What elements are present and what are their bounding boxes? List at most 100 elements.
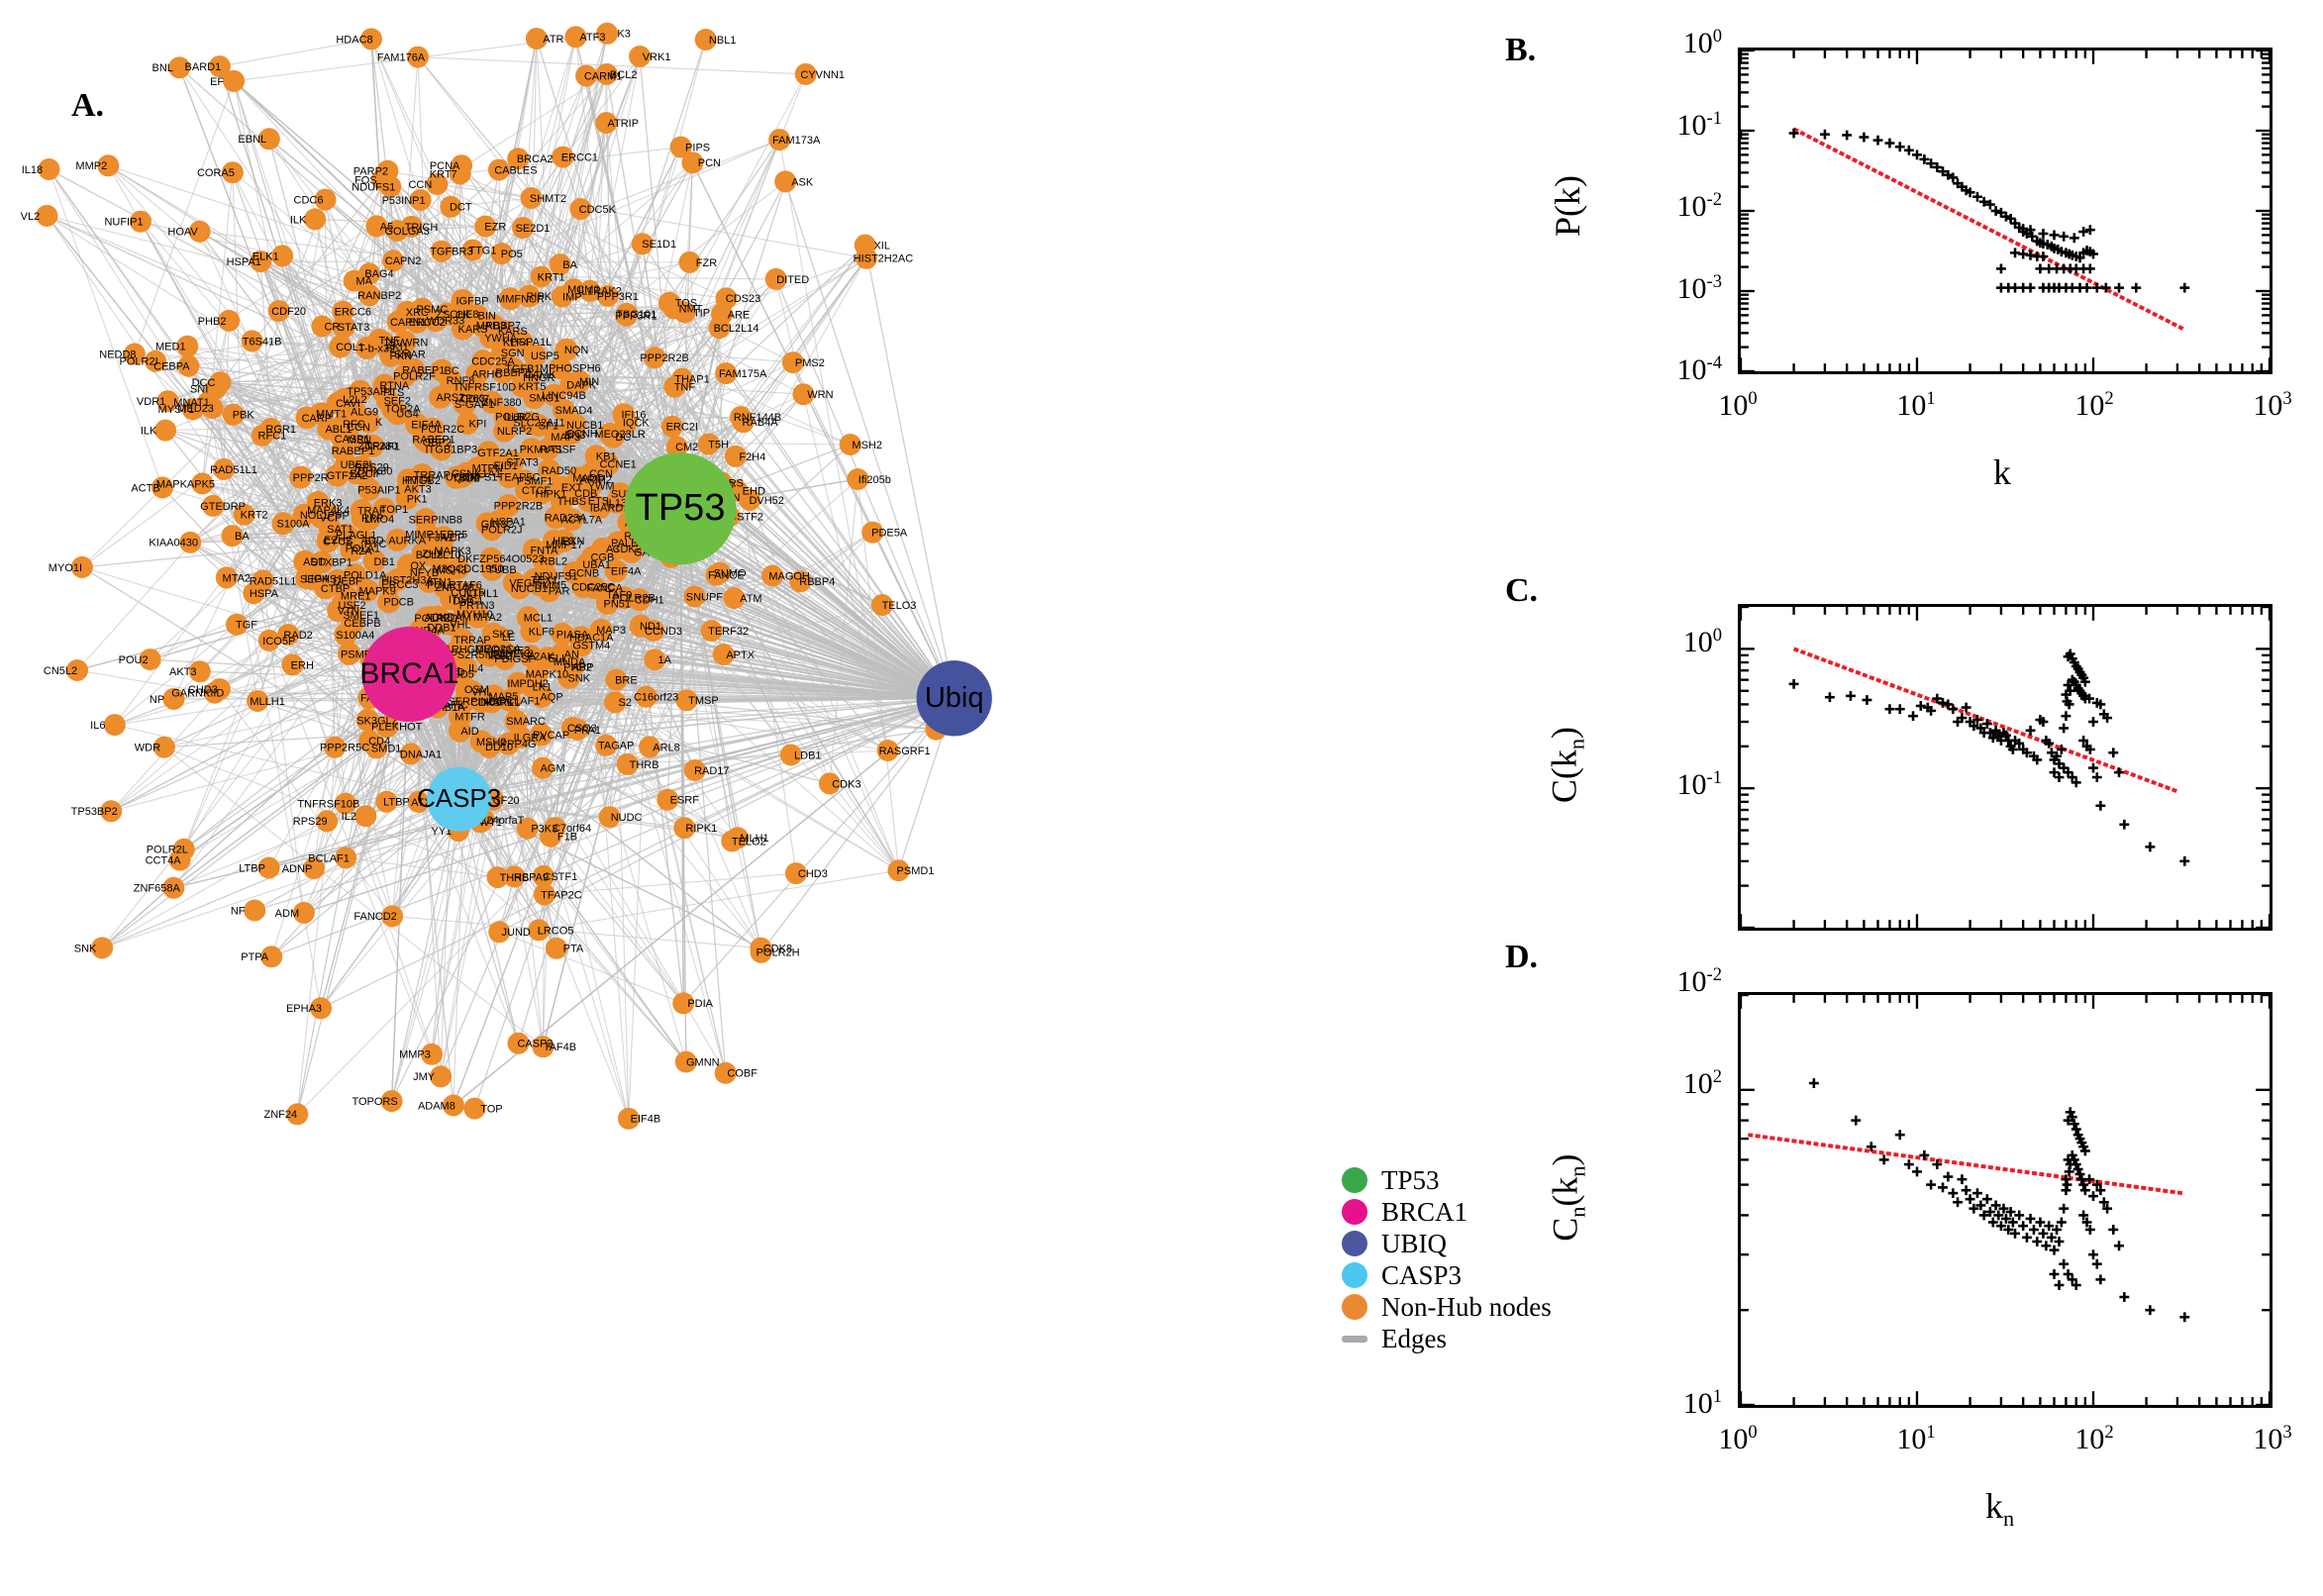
network-node[interactable] — [221, 525, 244, 548]
network-node[interactable] — [532, 756, 555, 779]
network-node[interactable] — [469, 730, 493, 753]
network-node[interactable] — [97, 154, 120, 177]
network-node[interactable] — [510, 330, 533, 353]
network-node[interactable] — [465, 456, 489, 480]
network-node[interactable] — [432, 526, 455, 549]
network-node[interactable] — [525, 28, 548, 50]
network-node[interactable] — [260, 946, 283, 968]
network-node[interactable] — [598, 422, 622, 446]
network-node[interactable] — [724, 445, 747, 467]
network-node[interactable] — [350, 499, 373, 523]
network-node[interactable] — [530, 685, 554, 708]
network-node[interactable] — [480, 390, 504, 414]
network-node[interactable] — [519, 645, 543, 668]
network-node[interactable] — [179, 531, 202, 553]
network-node[interactable] — [669, 136, 692, 158]
network-node[interactable] — [281, 653, 304, 676]
network-node[interactable] — [552, 146, 574, 168]
network-node[interactable] — [545, 937, 567, 959]
network-node[interactable] — [335, 847, 357, 869]
network-node[interactable] — [385, 528, 409, 551]
network-node[interactable] — [584, 445, 608, 468]
network-node[interactable] — [386, 310, 410, 334]
network-node[interactable] — [723, 587, 746, 609]
network-node[interactable] — [508, 726, 532, 748]
network-node[interactable] — [396, 553, 420, 577]
network-node[interactable] — [616, 752, 639, 775]
network-node[interactable] — [145, 349, 167, 372]
network-node[interactable] — [490, 243, 513, 265]
network-node[interactable] — [660, 415, 683, 438]
network-node[interactable] — [177, 354, 200, 377]
network-node[interactable] — [529, 481, 553, 505]
network-node[interactable] — [233, 503, 255, 526]
network-node[interactable] — [396, 477, 420, 500]
network-node[interactable] — [512, 217, 534, 239]
network-node[interactable] — [410, 297, 434, 321]
network-node[interactable] — [792, 383, 815, 406]
network-node[interactable] — [516, 817, 539, 840]
network-node[interactable] — [774, 170, 797, 193]
network-node[interactable] — [365, 215, 388, 238]
network-node[interactable] — [567, 369, 591, 393]
network-node[interactable] — [540, 825, 561, 848]
network-node[interactable] — [36, 204, 58, 227]
network-node[interactable] — [475, 512, 499, 536]
network-node[interactable] — [683, 759, 706, 781]
network-node[interactable] — [711, 303, 733, 326]
network-node[interactable] — [498, 688, 522, 712]
network-node[interactable] — [794, 62, 817, 85]
network-node[interactable] — [277, 624, 300, 646]
network-node[interactable] — [191, 472, 214, 495]
network-node[interactable] — [639, 736, 660, 758]
network-node[interactable] — [293, 549, 317, 573]
network-node[interactable] — [311, 315, 334, 338]
network-node[interactable] — [595, 62, 618, 85]
network-node[interactable] — [386, 220, 409, 242]
network-node[interactable] — [463, 1097, 486, 1120]
network-node[interactable] — [365, 737, 388, 759]
network-node[interactable] — [375, 715, 399, 739]
network-node[interactable] — [714, 1061, 737, 1084]
network-node[interactable] — [271, 512, 295, 536]
network-node[interactable] — [215, 566, 238, 589]
network-node[interactable] — [103, 714, 126, 737]
network-node[interactable] — [409, 189, 432, 211]
network-node[interactable] — [332, 412, 355, 436]
network-node[interactable] — [358, 262, 380, 285]
network-node[interactable] — [589, 618, 613, 642]
network-node[interactable] — [286, 1103, 309, 1126]
network-node[interactable] — [588, 496, 612, 520]
network-node[interactable] — [332, 315, 355, 339]
network-node[interactable] — [549, 253, 571, 276]
network-node[interactable] — [221, 161, 244, 184]
network-node[interactable] — [407, 790, 430, 813]
network-node[interactable] — [523, 344, 547, 367]
network-node[interactable] — [307, 498, 331, 522]
network-node[interactable] — [818, 772, 841, 795]
network-node[interactable] — [375, 790, 398, 813]
hub-node-brca1[interactable] — [361, 626, 457, 723]
network-node[interactable] — [372, 373, 396, 397]
network-node[interactable] — [784, 862, 807, 885]
network-node[interactable] — [596, 284, 619, 307]
network-node[interactable] — [451, 628, 474, 651]
network-node[interactable] — [617, 1107, 640, 1130]
network-node[interactable] — [332, 439, 354, 462]
network-node[interactable] — [503, 865, 526, 888]
network-node[interactable] — [152, 476, 173, 499]
network-node[interactable] — [768, 129, 791, 151]
network-node[interactable] — [595, 112, 618, 135]
network-node[interactable] — [491, 319, 515, 343]
network-node[interactable] — [662, 297, 685, 320]
network-node[interactable] — [465, 304, 489, 328]
network-node[interactable] — [551, 285, 573, 308]
network-node[interactable] — [257, 128, 280, 150]
network-node[interactable] — [139, 648, 161, 671]
network-node[interactable] — [523, 568, 547, 591]
network-node[interactable] — [222, 403, 245, 426]
network-node[interactable] — [673, 817, 696, 840]
network-node[interactable] — [551, 623, 574, 646]
network-node[interactable] — [310, 997, 332, 1020]
network-node[interactable] — [355, 708, 379, 732]
